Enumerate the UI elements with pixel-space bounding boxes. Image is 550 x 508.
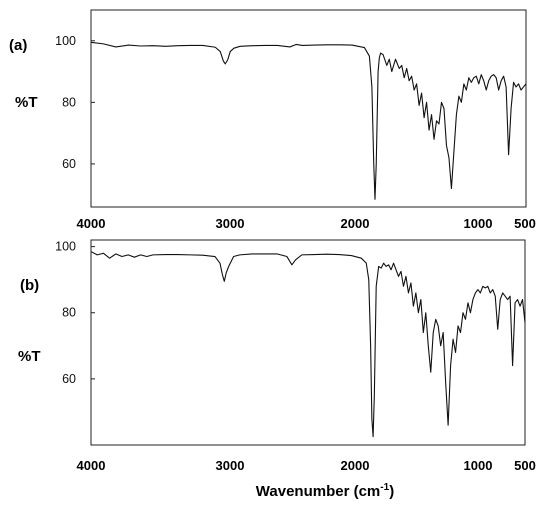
panel-b-x-tick-label: 3000: [216, 458, 245, 473]
panel-b-y-tick-label: 80: [62, 306, 76, 320]
panel-b: (b) %T 100 80 60 4000 3000 2000 1000 500 Waven…: [18, 239, 536, 500]
panel-b-spectrum-line: [90, 251, 526, 438]
panel-b-plot-frame: [90, 239, 526, 446]
panel-b-y-tick-label: 100: [55, 240, 76, 254]
panel-b-x-tick-label: 500: [514, 458, 536, 473]
panel-a-y-ticks: 100 80 60: [55, 34, 95, 171]
panel-a-spectrum-line: [90, 41, 527, 200]
panel-b-x-tick-label: 2000: [341, 458, 370, 473]
panel-a-x-tick-label: 2000: [341, 216, 370, 231]
panel-a-series: [90, 41, 527, 200]
panel-b-label: (b): [20, 277, 39, 294]
panel-a-x-ticks: 4000 3000 2000 1000 500: [77, 216, 536, 231]
panel-a-x-tick-label: 1000: [464, 216, 493, 231]
panel-a-y-tick-label: 100: [55, 34, 76, 48]
panel-b-y-axis-label: %T: [18, 348, 41, 365]
panel-b-y-ticks: 100 80 60: [55, 240, 95, 386]
panel-b-y-tick-label: 60: [62, 372, 76, 386]
panel-a-y-axis-label: %T: [15, 94, 38, 111]
panel-a-x-tick-label: 4000: [77, 216, 106, 231]
panel-a: (a) %T 100 80 60 4000 3000 2000 1000 500: [9, 9, 536, 231]
panel-b-x-ticks: 4000 3000 2000 1000 500: [77, 458, 536, 473]
panel-b-series: [90, 251, 526, 438]
panel-a-x-tick-label: 3000: [216, 216, 245, 231]
x-axis-label: Wavenumber (cm-1): [256, 482, 394, 500]
panel-a-label: (a): [9, 37, 27, 54]
panel-a-plot-frame: [90, 9, 527, 208]
panel-a-y-tick-label: 60: [62, 157, 76, 171]
panel-b-x-tick-label: 1000: [464, 458, 493, 473]
panel-a-x-tick-label: 500: [514, 216, 536, 231]
panel-b-x-tick-label: 4000: [77, 458, 106, 473]
panel-a-y-tick-label: 80: [62, 95, 76, 109]
